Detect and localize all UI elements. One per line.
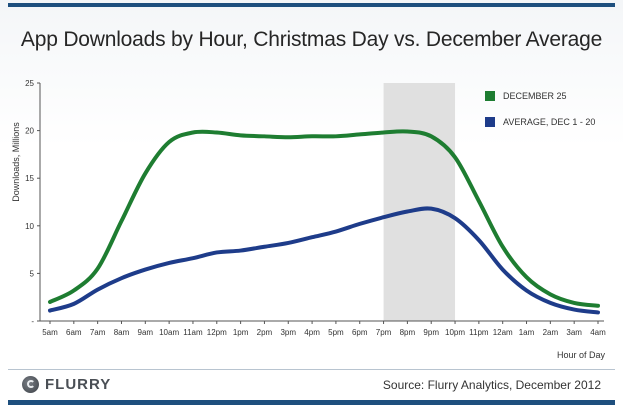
x-tick-label: 4am bbox=[590, 328, 606, 337]
x-tick-label: 9am bbox=[138, 328, 154, 337]
x-tick-label: 12am bbox=[493, 328, 513, 337]
legend-swatch-blue bbox=[485, 117, 495, 127]
y-tick-label: 10 bbox=[25, 222, 34, 231]
x-tick-label: 11am bbox=[183, 328, 203, 337]
legend-swatch-green bbox=[485, 91, 495, 101]
x-tick-label: 7am bbox=[90, 328, 106, 337]
x-tick-label: 6pm bbox=[352, 328, 368, 337]
highlight-band bbox=[383, 83, 456, 321]
source-note: Source: Flurry Analytics, December 2012 bbox=[382, 378, 601, 392]
legend-label-december-25: DECEMBER 25 bbox=[503, 91, 567, 101]
x-tick-label: 8am bbox=[114, 328, 130, 337]
flurry-logo-icon bbox=[22, 376, 39, 393]
x-tick-label: 5pm bbox=[328, 328, 344, 337]
x-tick-label: 12pm bbox=[207, 328, 227, 337]
series-line-0 bbox=[48, 129, 600, 308]
x-tick-label: 5am bbox=[42, 328, 58, 337]
series-line-1 bbox=[48, 206, 600, 315]
brand-name: FLURRY bbox=[45, 376, 112, 393]
legend-label-average: AVERAGE, DEC 1 - 20 bbox=[503, 117, 596, 127]
x-tick-label: 3pm bbox=[280, 328, 296, 337]
y-tick-label: 20 bbox=[25, 127, 34, 136]
x-tick-label: 2am bbox=[543, 328, 559, 337]
footer-divider bbox=[8, 369, 615, 370]
x-tick-label: 1pm bbox=[233, 328, 249, 337]
x-tick-label: 9pm bbox=[423, 328, 439, 337]
bottom-border-bar bbox=[8, 400, 615, 405]
x-tick-label: 10am bbox=[159, 328, 179, 337]
x-axis-label: Hour of Day bbox=[557, 350, 606, 360]
legend-item-december-25: DECEMBER 25 bbox=[485, 90, 595, 102]
top-border-bar bbox=[8, 3, 615, 7]
x-tick-label: 7pm bbox=[376, 328, 392, 337]
y-tick-label: 5 bbox=[30, 269, 35, 278]
y-axis-label: Downloads, Millions bbox=[11, 122, 21, 202]
legend: DECEMBER 25 AVERAGE, DEC 1 - 20 bbox=[485, 90, 595, 142]
x-tick-label: 8pm bbox=[400, 328, 416, 337]
chart-title: App Downloads by Hour, Christmas Day vs.… bbox=[20, 28, 603, 51]
y-tick-label: 15 bbox=[25, 174, 34, 183]
y-tick-label: 25 bbox=[25, 79, 34, 88]
x-tick-label: 6am bbox=[66, 328, 82, 337]
y-tick-label: - bbox=[31, 317, 34, 326]
x-tick-label: 2pm bbox=[257, 328, 273, 337]
legend-item-average: AVERAGE, DEC 1 - 20 bbox=[485, 116, 595, 128]
x-tick-label: 10pm bbox=[445, 328, 465, 337]
x-tick-label: 4pm bbox=[304, 328, 320, 337]
brand-logo: FLURRY bbox=[22, 376, 111, 393]
x-tick-label: 3am bbox=[566, 328, 582, 337]
x-tick-label: 1am bbox=[519, 328, 535, 337]
x-tick-label: 11pm bbox=[469, 328, 489, 337]
